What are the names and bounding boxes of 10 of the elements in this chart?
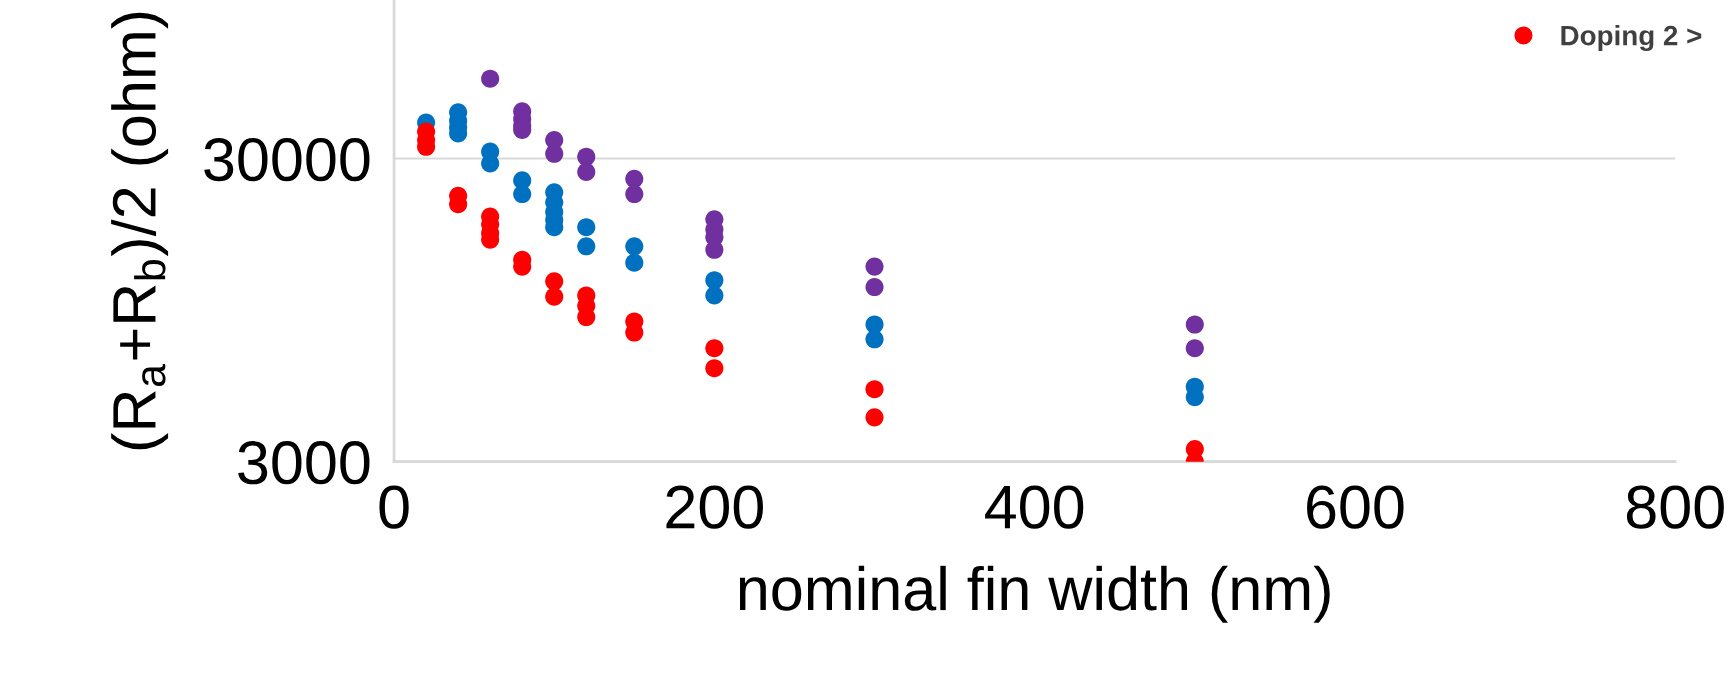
y-tick-label: 30000: [204, 137, 370, 182]
x-tick-label: 400: [985, 485, 1084, 529]
y-axis-title: (R$_{a}$+R$_{b}$)/2 (ohm): [111, 12, 169, 450]
x-axis-title: nominal fin width (nm): [739, 565, 1330, 623]
x-tick-label: 600: [1307, 485, 1404, 529]
x-tick-label: 0: [379, 485, 409, 529]
legend-label: Doping 2 >: [1561, 25, 1702, 52]
y-tick-label: 3000: [238, 441, 370, 485]
x-tick-label: 800: [1626, 485, 1724, 529]
x-tick-label: 200: [666, 485, 763, 529]
